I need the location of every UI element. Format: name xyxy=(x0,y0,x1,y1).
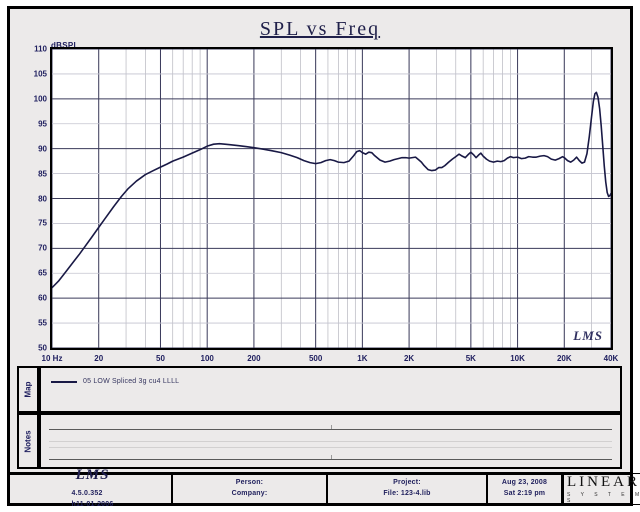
y-tick-label: 75 xyxy=(38,218,47,228)
page-title: SPL vs Freq xyxy=(259,18,381,40)
x-tick-label: 40K xyxy=(603,354,619,363)
brand-name: LINEAR xyxy=(567,474,640,490)
x-tick-label: 2K xyxy=(403,354,415,363)
date-block: Aug 23, 2008 Sat 2:19 pm xyxy=(502,478,547,500)
notes-ruled-lines xyxy=(49,421,612,461)
plot-area: LMS 110 105 100 95 90 85 80 75 70 65 60 55 50 10 Hz 2… xyxy=(34,45,619,364)
project-label: Project: xyxy=(393,479,421,487)
legend-series-label: 05 LOW Spliced 3g cu4 LLLL xyxy=(83,378,180,385)
x-tick-label: 20 xyxy=(94,354,104,363)
notes-center-tick xyxy=(330,425,332,429)
status-version-cell: LMS 4.5.0.352 h11-01-2006 xyxy=(10,467,173,508)
brand-subtitle: S Y S T E M S xyxy=(567,492,640,504)
map-tab[interactable]: Map xyxy=(17,366,39,413)
x-tick-label: 20K xyxy=(556,354,572,363)
legend-color-swatch xyxy=(51,380,77,383)
chart-outer-frame: SPL vs Freq dBSPL LMS 110 105 100 95 90 85 80 7… xyxy=(7,6,633,506)
legend: 05 LOW Spliced 3g cu4 LLLL xyxy=(51,378,179,385)
plot-canvas[interactable]: LMS xyxy=(50,47,613,350)
status-date-cell: Aug 23, 2008 Sat 2:19 pm xyxy=(488,475,563,503)
y-tick-label: 100 xyxy=(33,94,47,104)
project-block: Project: File: 123-4.lib xyxy=(383,478,430,500)
y-tick-label: 90 xyxy=(38,144,47,154)
person-block: Person: Company: xyxy=(232,478,268,500)
status-project-cell[interactable]: Project: File: 123-4.lib xyxy=(328,475,488,503)
y-tick-label: 85 xyxy=(38,169,47,179)
y-tick-label: 55 xyxy=(38,318,47,328)
y-tick-label: 105 xyxy=(33,69,47,79)
y-axis-unit-label: dBSPL xyxy=(51,41,79,50)
y-tick-label: 50 xyxy=(38,343,47,353)
notes-center-tick xyxy=(330,455,332,459)
x-tick-label: 100 xyxy=(200,354,214,363)
y-tick-label: 110 xyxy=(34,44,47,54)
person-label: Person: xyxy=(235,479,264,487)
y-tick-label: 70 xyxy=(38,243,47,253)
y-tick-label: 80 xyxy=(38,194,47,203)
x-tick-label: 10 Hz xyxy=(41,354,63,363)
notes-line xyxy=(49,459,612,460)
notes-tab[interactable]: Notes xyxy=(17,413,39,469)
notes-tab-label: Notes xyxy=(23,429,33,453)
x-tick-label: 500 xyxy=(308,354,323,363)
company-label: Company: xyxy=(231,490,268,497)
lms-logo: LMS xyxy=(75,467,110,484)
date-text: Aug 23, 2008 xyxy=(501,479,548,487)
file-label: File: 123-4.lib xyxy=(383,490,431,497)
notes-line xyxy=(49,429,612,430)
y-tick-label: 95 xyxy=(38,119,47,129)
y-tick-label: 60 xyxy=(38,293,47,303)
time-text: Sat 2:19 pm xyxy=(503,490,546,497)
x-tick-label: 50 xyxy=(156,354,165,363)
x-tick-label: 5K xyxy=(465,354,476,363)
notes-line xyxy=(49,441,612,442)
status-brand-cell: LINEAR X S Y S T E M S xyxy=(563,473,640,505)
status-bar: LMS 4.5.0.352 h11-01-2006 Person: Compan… xyxy=(7,467,640,508)
y-tick-label: 65 xyxy=(38,268,47,278)
map-panel[interactable]: 05 LOW Spliced 3g cu4 LLLL xyxy=(39,366,622,413)
notes-line xyxy=(49,447,612,448)
linearx-logo: LINEAR X S Y S T E M S xyxy=(563,473,640,505)
spl-vs-freq-curve xyxy=(52,49,611,348)
notes-panel[interactable] xyxy=(39,413,622,469)
x-tick-label: 200 xyxy=(247,354,261,363)
x-tick-label: 10K xyxy=(510,354,525,363)
x-tick-label: 1K xyxy=(357,354,368,363)
status-person-cell[interactable]: Person: Company: xyxy=(173,475,328,503)
version-number: 4.5.0.352 xyxy=(71,490,103,498)
version-block: 4.5.0.352 h11-01-2006 xyxy=(72,489,114,511)
map-tab-label: Map xyxy=(23,381,33,398)
build-date: h11-01-2006 xyxy=(71,501,114,508)
lms-watermark: LMS xyxy=(573,328,603,343)
